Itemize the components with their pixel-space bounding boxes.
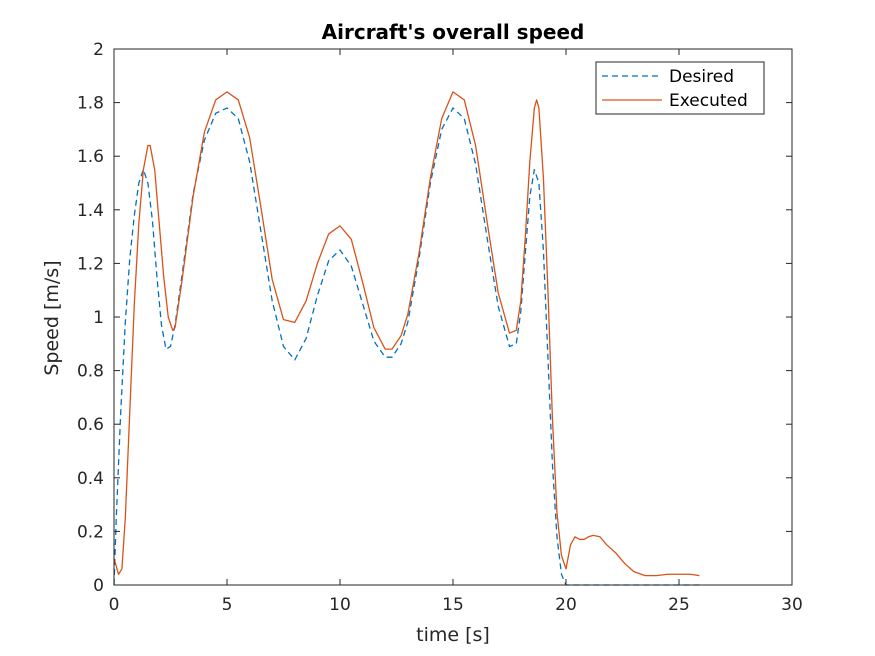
y-axis-label: Speed [m/s] (41, 260, 63, 375)
x-tick-label: 25 (668, 595, 690, 615)
y-tick-label: 1.8 (77, 94, 104, 114)
legend: Desired Executed (595, 61, 765, 115)
series-line-executed (113, 91, 700, 577)
y-tick-label: 0.6 (77, 415, 104, 435)
legend-box (595, 61, 765, 115)
y-tick-label: 1.6 (77, 147, 104, 167)
x-axis-label: time [s] (416, 624, 490, 646)
y-tick-label: 0.2 (77, 522, 104, 542)
x-tick-label: 30 (781, 595, 803, 615)
y-tick-label: 1.2 (77, 254, 104, 274)
y-tick-label: 1 (93, 308, 104, 328)
axes: 0 5 10 15 20 25 30 0 0.2 0.4 0.6 0.8 1 1.2 1.4 1.6 1.8 2 (77, 40, 803, 615)
chart-title: Aircraft's overall speed (322, 20, 585, 44)
x-tick-label: 15 (442, 595, 464, 615)
y-tick-label: 0.4 (77, 469, 104, 489)
y-tick-label: 0 (93, 576, 104, 596)
x-tick-label: 10 (329, 595, 351, 615)
x-tick-label: 20 (555, 595, 577, 615)
y-tick-label: 1.4 (77, 201, 104, 221)
x-tick-label: 5 (222, 595, 233, 615)
plot-area (113, 91, 702, 586)
legend-label-desired: Desired (669, 67, 734, 87)
x-tick-label: 0 (109, 595, 120, 615)
y-tick-label: 0.8 (77, 362, 104, 382)
y-tick-label: 2 (93, 40, 104, 60)
legend-label-executed: Executed (669, 91, 748, 111)
